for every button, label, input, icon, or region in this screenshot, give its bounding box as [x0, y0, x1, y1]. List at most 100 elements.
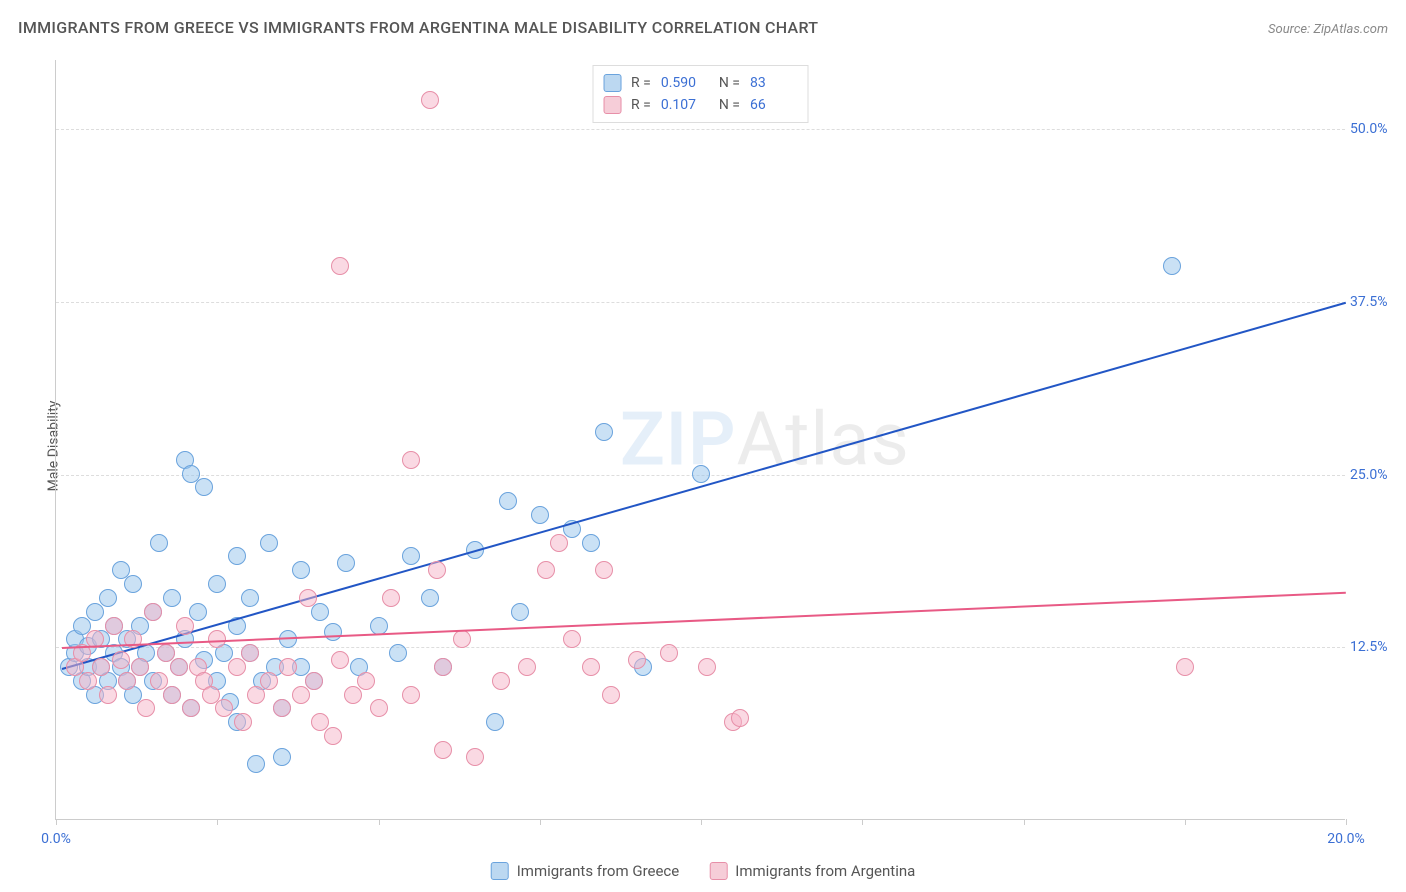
legend-label-argentina: Immigrants from Argentina — [735, 862, 915, 880]
data-point — [150, 534, 168, 552]
data-point — [331, 257, 349, 275]
data-point — [247, 686, 265, 704]
data-point — [595, 561, 613, 579]
ytick-label: 25.0% — [1350, 467, 1405, 483]
data-point — [260, 534, 278, 552]
data-point — [550, 534, 568, 552]
data-point — [434, 658, 452, 676]
trend-line — [62, 302, 1346, 670]
data-point — [731, 709, 749, 727]
data-point — [234, 713, 252, 731]
data-point — [582, 658, 600, 676]
data-point — [273, 699, 291, 717]
data-point — [228, 547, 246, 565]
data-point — [421, 589, 439, 607]
data-point — [344, 686, 362, 704]
xtick — [540, 819, 541, 825]
swatch-greece-bottom — [491, 862, 509, 880]
xtick — [701, 819, 702, 825]
data-point — [434, 741, 452, 759]
data-point — [131, 658, 149, 676]
data-point — [357, 672, 375, 690]
legend-stats: R = 0.590 N = 83 R = 0.107 N = 66 — [592, 65, 809, 123]
swatch-argentina — [603, 96, 621, 114]
xtick — [1024, 819, 1025, 825]
r-value-greece: 0.590 — [661, 75, 709, 91]
legend-item-greece: Immigrants from Greece — [491, 862, 680, 880]
data-point — [421, 91, 439, 109]
data-point — [324, 727, 342, 745]
data-point — [660, 644, 678, 662]
data-point — [118, 672, 136, 690]
xtick — [1185, 819, 1186, 825]
data-point — [382, 589, 400, 607]
data-point — [99, 589, 117, 607]
data-point — [228, 658, 246, 676]
swatch-greece — [603, 74, 621, 92]
data-point — [531, 506, 549, 524]
plot-area: ZIPAtlas R = 0.590 N = 83 R = 0.107 N = … — [55, 60, 1345, 820]
gridline — [56, 129, 1345, 130]
data-point — [466, 748, 484, 766]
legend-bottom: Immigrants from Greece Immigrants from A… — [491, 862, 916, 880]
data-point — [195, 478, 213, 496]
data-point — [499, 492, 517, 510]
data-point — [292, 561, 310, 579]
data-point — [163, 686, 181, 704]
data-point — [698, 658, 716, 676]
xtick — [217, 819, 218, 825]
legend-row-greece: R = 0.590 N = 83 — [603, 72, 798, 94]
data-point — [260, 672, 278, 690]
data-point — [292, 686, 310, 704]
data-point — [79, 672, 97, 690]
data-point — [595, 423, 613, 441]
xtick — [1346, 819, 1347, 825]
n-value-argentina: 66 — [750, 97, 798, 113]
watermark-zip: ZIP — [620, 396, 737, 483]
data-point — [1163, 257, 1181, 275]
gridline — [56, 302, 1345, 303]
xtick-label: 0.0% — [41, 831, 71, 847]
data-point — [241, 589, 259, 607]
chart-title: IMMIGRANTS FROM GREECE VS IMMIGRANTS FRO… — [18, 18, 818, 37]
data-point — [92, 658, 110, 676]
data-point — [247, 755, 265, 773]
data-point — [582, 534, 600, 552]
data-point — [299, 589, 317, 607]
data-point — [370, 617, 388, 635]
data-point — [273, 748, 291, 766]
n-value-greece: 83 — [750, 75, 798, 91]
data-point — [170, 658, 188, 676]
data-point — [331, 651, 349, 669]
data-point — [402, 686, 420, 704]
xtick — [56, 819, 57, 825]
source-value: ZipAtlas.com — [1313, 22, 1388, 37]
data-point — [215, 699, 233, 717]
r-label-greece: R = — [631, 75, 651, 91]
xtick — [862, 819, 863, 825]
r-value-argentina: 0.107 — [661, 97, 709, 113]
data-point — [337, 554, 355, 572]
ytick-label: 12.5% — [1350, 639, 1405, 655]
data-point — [124, 575, 142, 593]
swatch-argentina-bottom — [709, 862, 727, 880]
data-point — [389, 644, 407, 662]
ytick-label: 50.0% — [1350, 121, 1405, 137]
data-point — [602, 686, 620, 704]
data-point — [628, 651, 646, 669]
data-point — [182, 699, 200, 717]
data-point — [511, 603, 529, 621]
legend-item-argentina: Immigrants from Argentina — [709, 862, 915, 880]
n-label-greece: N = — [719, 75, 740, 91]
data-point — [279, 658, 297, 676]
data-point — [492, 672, 510, 690]
legend-label-greece: Immigrants from Greece — [517, 862, 680, 880]
data-point — [402, 547, 420, 565]
data-point — [453, 630, 471, 648]
data-point — [105, 617, 123, 635]
data-point — [692, 465, 710, 483]
data-point — [518, 658, 536, 676]
data-point — [537, 561, 555, 579]
n-label-argentina: N = — [719, 97, 740, 113]
data-point — [402, 451, 420, 469]
